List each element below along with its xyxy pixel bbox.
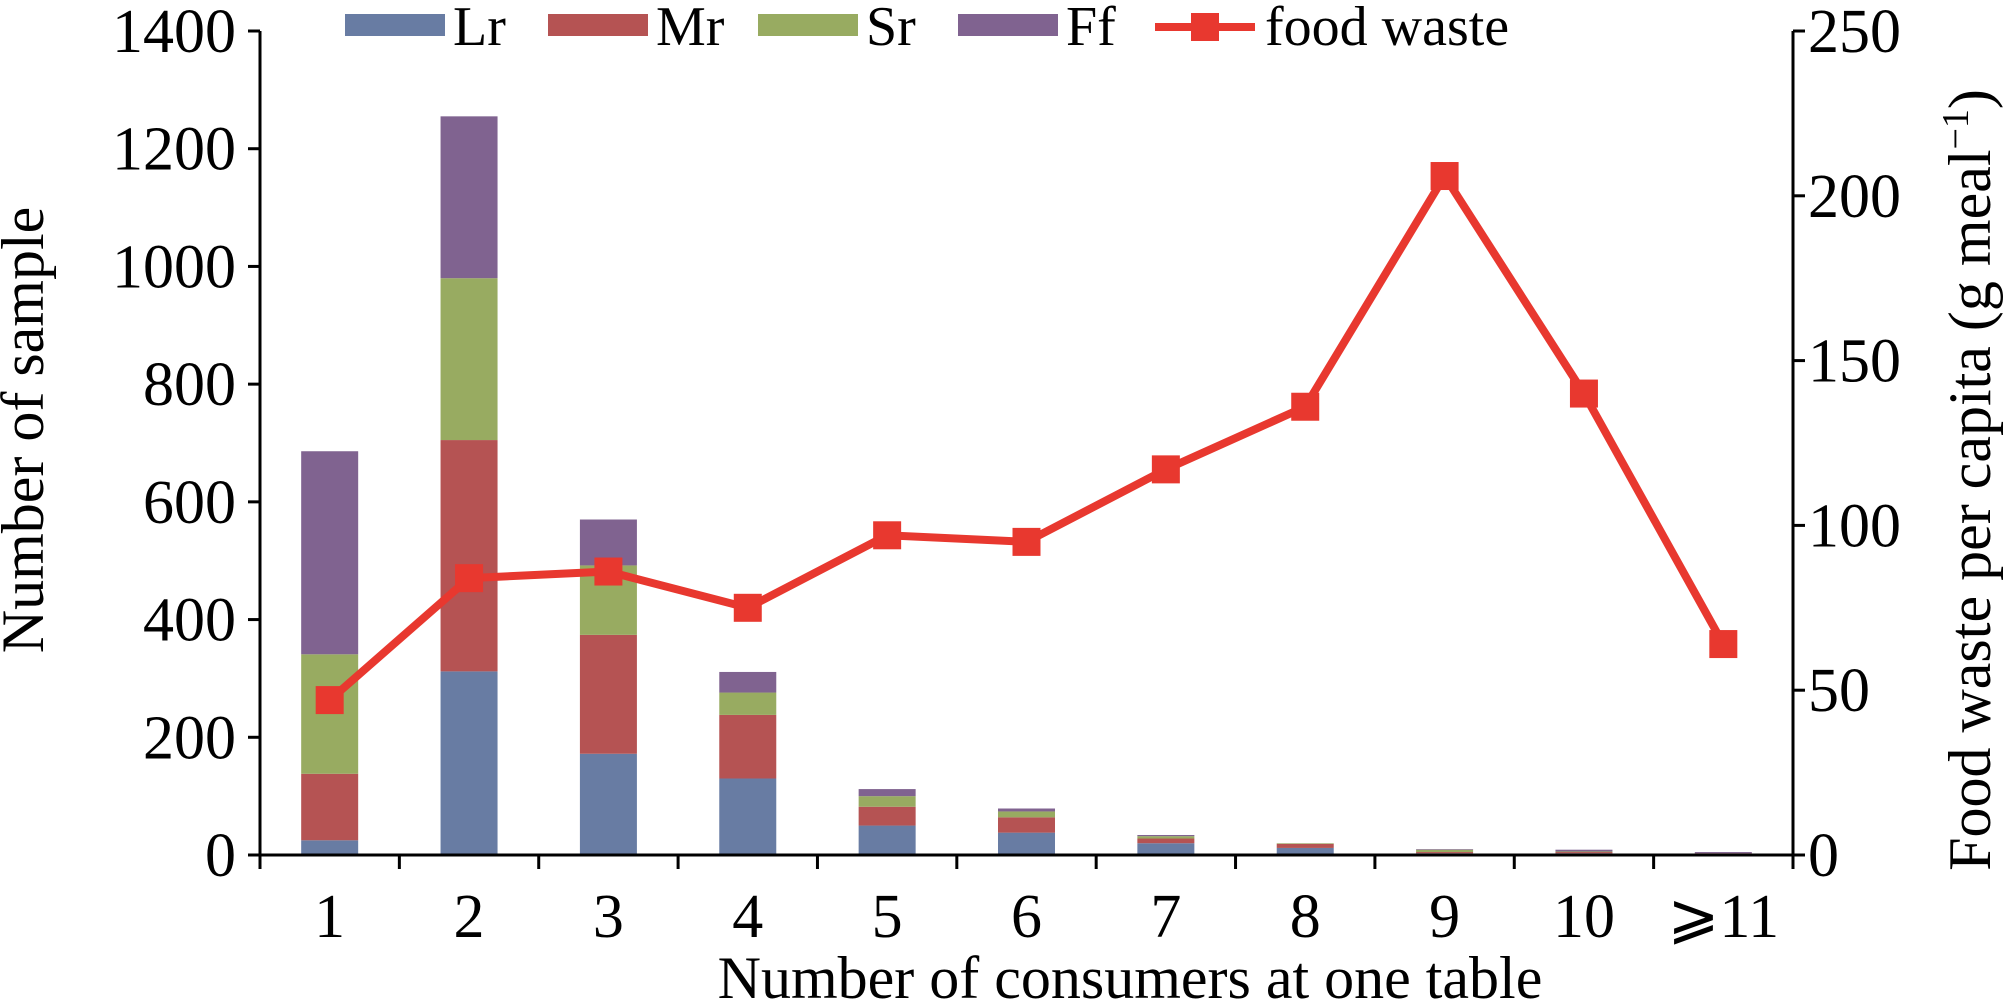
x-tick-label-4: 4 (732, 883, 763, 951)
bar-mr-9 (1416, 852, 1474, 854)
bar-sr-5 (858, 796, 916, 807)
bar-sr-6 (998, 811, 1055, 818)
bar-lr-2 (440, 671, 498, 855)
bar-mr-5 (858, 806, 916, 826)
food-waste-marker-10 (1569, 379, 1598, 408)
food-waste-marker-7 (1151, 455, 1180, 484)
bar-lr-5 (858, 825, 916, 855)
x-tick-label-2: 2 (454, 883, 485, 951)
legend-swatch-ff (958, 14, 1058, 36)
legend-swatch-lr (345, 14, 445, 36)
bar-lr-6 (998, 832, 1055, 855)
y2-tick-label-0: 0 (1808, 822, 1839, 890)
y-tick-label-1200: 1200 (112, 116, 236, 184)
x-tick-label-3: 3 (593, 883, 624, 951)
food-waste-marker-3 (594, 557, 623, 586)
x-tick-label-7: 7 (1150, 883, 1181, 951)
bar-mr-6 (998, 817, 1055, 833)
x-tick-label-9: 9 (1429, 883, 1460, 951)
bar-sr-2 (440, 278, 498, 441)
bar-mr-10 (1555, 852, 1613, 854)
y2-tick-label-200: 200 (1808, 163, 1901, 231)
food-waste-marker-6 (1012, 527, 1041, 556)
legend-swatch-food-waste-marker (1191, 13, 1219, 41)
bar-ff-4 (719, 671, 777, 693)
y-tick-label-200: 200 (143, 704, 236, 772)
y2-axis-title: Food waste per capita (g meal−1) (1935, 89, 2003, 871)
y-tick-label-600: 600 (143, 469, 236, 537)
bar-lr-4 (719, 778, 777, 855)
y-axis-title: Number of sample (0, 207, 56, 654)
bar-mr-4 (719, 714, 777, 779)
bar-ff-10 (1555, 849, 1613, 852)
food-waste-marker-2 (455, 564, 484, 593)
legend-label-sr: Sr (866, 0, 916, 58)
food-waste-marker-1 (315, 686, 344, 715)
bar-lr-8 (1276, 847, 1334, 855)
food-waste-line (327, 172, 1727, 704)
bar-mr-3 (579, 634, 637, 754)
bar-ff-2 (440, 116, 498, 279)
axes-layer: 0 200 400 600 800 1000 1200 1400 0 50 100 150 200 250… (112, 0, 1901, 951)
x-tick-label-8: 8 (1290, 883, 1321, 951)
bars-layer (301, 116, 1752, 855)
bar-sr-4 (719, 692, 777, 715)
y2-axis-title-close: ) (1937, 89, 2003, 109)
x-tick-label-1: 1 (314, 883, 345, 951)
y-tick-label-0: 0 (205, 822, 236, 890)
bar-mr-7 (1137, 838, 1195, 844)
bar-lr-7 (1137, 843, 1195, 855)
y2-tick-label-100: 100 (1808, 492, 1901, 560)
bar-ff-6 (998, 808, 1055, 812)
legend-swatch-mr (548, 14, 648, 36)
bar-sr-10 (1555, 851, 1613, 853)
bar-lr-1 (301, 840, 359, 855)
x-axis-title: Number of consumers at one table (718, 945, 1543, 1003)
legend-label-ff: Ff (1066, 0, 1116, 58)
bar-ff-1 (301, 451, 359, 655)
y2-tick-label-50: 50 (1808, 657, 1870, 725)
line-layer (315, 162, 1738, 715)
y2-tick-label-150: 150 (1808, 328, 1901, 396)
bar-sr-8 (1276, 843, 1334, 844)
bar-ff-9 (1416, 849, 1474, 850)
bar-sr-7 (1137, 836, 1195, 839)
food-waste-marker-4 (733, 593, 762, 622)
x-tick-label-11: ⩾11 (1667, 883, 1779, 951)
legend-swatch-sr (758, 14, 858, 36)
food-waste-marker-11 (1709, 630, 1738, 659)
y2-axis-title-superscript: −1 (1935, 109, 1977, 149)
y-tick-label-1000: 1000 (112, 233, 236, 301)
legend-label-lr: Lr (453, 0, 506, 58)
bar-ff-11 (1694, 852, 1752, 854)
bar-ff-7 (1137, 834, 1195, 837)
y2-axis-title-main: Food waste per capita (g meal (1937, 150, 2003, 871)
food-waste-marker-8 (1291, 392, 1320, 421)
legend-label-food-waste: food waste (1265, 0, 1509, 58)
bar-mr-8 (1276, 843, 1334, 848)
y-tick-label-400: 400 (143, 587, 236, 655)
food-waste-marker-5 (873, 521, 902, 550)
bar-ff-5 (858, 789, 916, 797)
bar-mr-2 (440, 440, 498, 672)
x-tick-label-5: 5 (872, 883, 903, 951)
legend: Lr Mr Sr Ff food waste (345, 0, 1509, 58)
bar-mr-1 (301, 773, 359, 841)
food-waste-marker-9 (1430, 162, 1459, 191)
legend-label-mr: Mr (656, 0, 725, 58)
x-tick-label-10: 10 (1553, 883, 1615, 951)
x-tick-label-6: 6 (1011, 883, 1042, 951)
y-tick-label-1400: 1400 (112, 0, 236, 66)
y2-tick-label-250: 250 (1808, 0, 1901, 66)
y-tick-label-800: 800 (143, 351, 236, 419)
bar-sr-9 (1416, 849, 1474, 853)
bar-lr-3 (579, 753, 637, 855)
